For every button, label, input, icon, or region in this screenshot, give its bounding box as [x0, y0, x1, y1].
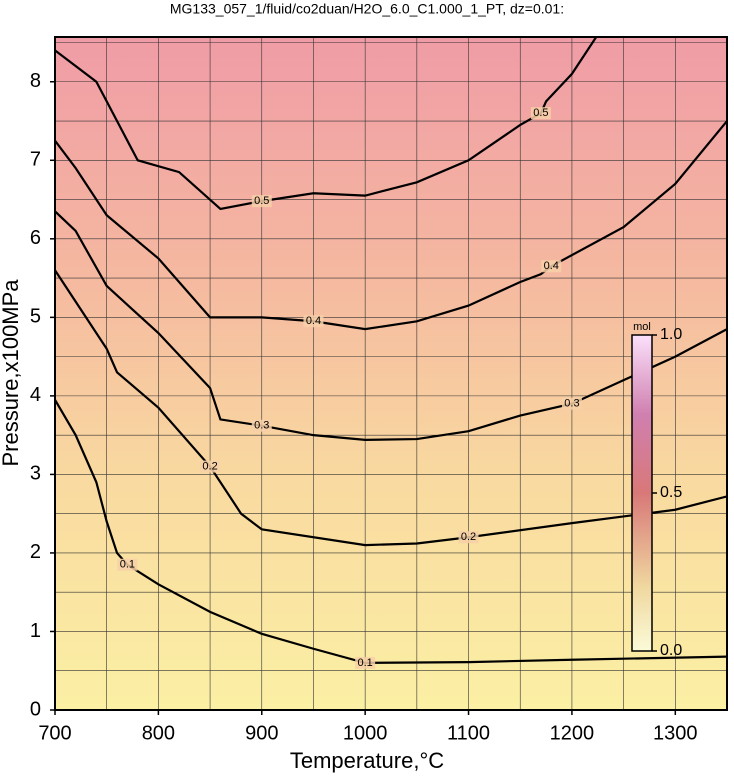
- x-tick-label: 800: [142, 722, 175, 744]
- y-tick-label: 1: [30, 620, 41, 642]
- contour-label: 0.2: [461, 531, 476, 543]
- colorbar-label: mol: [633, 321, 651, 333]
- x-tick-label: 1000: [343, 722, 388, 744]
- y-tick-label: 4: [30, 384, 41, 406]
- y-tick-label: 3: [30, 463, 41, 485]
- contour-label-bg: [251, 195, 272, 208]
- contour-line: [55, 120, 727, 331]
- y-tick-label: 8: [30, 70, 41, 92]
- y-tick-label: 5: [30, 306, 41, 328]
- contour-label-bg: [355, 656, 376, 669]
- contour-label: 0.2: [202, 460, 217, 472]
- colorbar: [631, 334, 653, 652]
- contour-label: 0.3: [564, 398, 579, 410]
- colorbar-tick-label: 0.0: [660, 642, 682, 659]
- y-tick-label: 2: [30, 541, 41, 563]
- colorbar-tick-label: 0.5: [660, 484, 682, 501]
- y-axis-label: Pressure,x100MPa: [0, 279, 23, 467]
- contour-line: [55, 399, 727, 664]
- y-tick-label: 6: [30, 227, 41, 249]
- contours: 0.1 0.1 0.2 0.2 0.3 0.3 0.4 0.4 0.5 0.5: [55, 37, 727, 669]
- contour-label-bg: [251, 419, 272, 432]
- plot-background: [55, 37, 727, 710]
- colorbar-tick-label: 1.0: [660, 326, 682, 343]
- contour-label-bg: [458, 531, 479, 544]
- contour-label-bg: [303, 315, 324, 328]
- x-tick-label: 700: [38, 722, 71, 744]
- contour-label-bg: [200, 460, 221, 473]
- x-tick-label: 1300: [653, 722, 698, 744]
- contour-label-bg: [541, 260, 562, 273]
- contour-label: 0.4: [544, 260, 559, 272]
- contour-label: 0.5: [254, 195, 269, 207]
- x-axis-label: Temperature,°C: [290, 748, 444, 773]
- contour-label-bg: [117, 558, 138, 571]
- plot-frame: [54, 36, 728, 711]
- contour-label: 0.1: [358, 657, 373, 669]
- contour-label: 0.1: [120, 559, 135, 571]
- x-tick-label: 1100: [447, 722, 490, 744]
- chart-title: MG133_057_1/fluid/co2duan/H2O_6.0_C1.000…: [170, 1, 564, 17]
- y-tick-label: 7: [30, 149, 41, 171]
- y-tick-label: 0: [30, 698, 41, 720]
- contour-label: 0.5: [533, 107, 548, 119]
- contour-label-bg: [561, 397, 582, 410]
- x-tick-label: 900: [245, 722, 278, 744]
- contour-label: 0.3: [254, 420, 269, 432]
- contour-line: [55, 269, 727, 547]
- contour-label-bg: [530, 107, 551, 120]
- x-tick-label: 1200: [550, 722, 595, 744]
- contour-line: [55, 210, 727, 441]
- contour-label: 0.4: [306, 315, 321, 327]
